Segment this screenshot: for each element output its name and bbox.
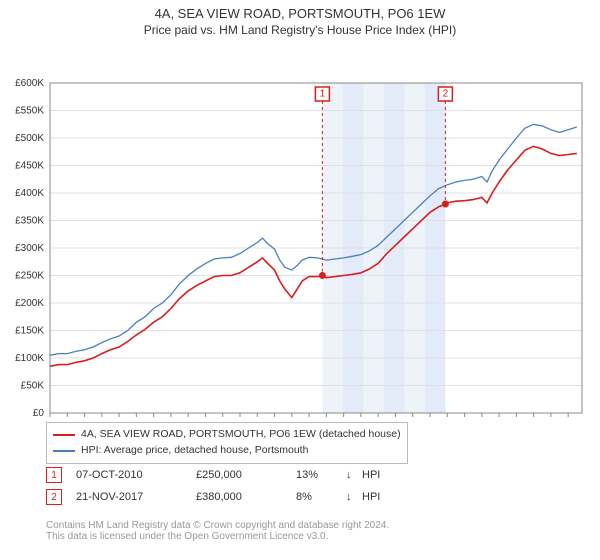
sale-point-2 — [442, 201, 449, 208]
svg-text:£600K: £600K — [15, 78, 44, 89]
line-chart: £0 £50K £100K £150K £200K £250K £300K £350K £400… — [0, 37, 600, 417]
arrow-down-icon: ↓ — [346, 491, 362, 503]
footer-line2: This data is licensed under the Open Gov… — [46, 531, 389, 542]
legend-item: HPI: Average price, detached house, Port… — [53, 443, 401, 459]
svg-text:£100K: £100K — [15, 353, 44, 364]
table-pct: 8% — [296, 491, 346, 503]
svg-text:£350K: £350K — [15, 216, 44, 227]
svg-text:£300K: £300K — [15, 243, 44, 254]
chart-title: 4A, SEA VIEW ROAD, PORTSMOUTH, PO6 1EW — [0, 0, 600, 21]
svg-text:£150K: £150K — [15, 326, 44, 337]
table-row: 1 07-OCT-2010£250,00013%↓HPI — [46, 464, 402, 486]
legend-label: HPI: Average price, detached house, Port… — [81, 443, 308, 459]
table-row: 2 21-NOV-2017£380,0008%↓HPI — [46, 486, 402, 508]
table-price: £380,000 — [196, 491, 296, 503]
legend: 4A, SEA VIEW ROAD, PORTSMOUTH, PO6 1EW (… — [46, 422, 408, 464]
table-date: 21-NOV-2017 — [76, 491, 196, 503]
svg-text:1: 1 — [320, 89, 326, 100]
chart-container: 4A, SEA VIEW ROAD, PORTSMOUTH, PO6 1EW P… — [0, 0, 600, 560]
table-hpi: HPI — [362, 491, 402, 503]
table-price: £250,000 — [196, 469, 296, 481]
svg-text:£200K: £200K — [15, 298, 44, 309]
svg-text:£0: £0 — [33, 408, 45, 417]
svg-text:£450K: £450K — [15, 161, 44, 172]
table-date: 07-OCT-2010 — [76, 469, 196, 481]
table-marker: 1 — [46, 467, 62, 483]
chart-subtitle: Price paid vs. HM Land Registry's House … — [0, 21, 600, 37]
svg-text:£250K: £250K — [15, 271, 44, 282]
table-marker: 2 — [46, 489, 62, 505]
svg-text:£50K: £50K — [21, 381, 45, 392]
legend-label: 4A, SEA VIEW ROAD, PORTSMOUTH, PO6 1EW (… — [81, 427, 401, 443]
svg-text:£550K: £550K — [15, 106, 44, 117]
series-hpi — [50, 124, 577, 355]
legend-swatch — [53, 434, 75, 436]
footer-attribution: Contains HM Land Registry data © Crown c… — [46, 520, 389, 542]
footer-line1: Contains HM Land Registry data © Crown c… — [46, 520, 389, 531]
legend-swatch — [53, 450, 75, 452]
svg-text:£500K: £500K — [15, 133, 44, 144]
legend-item: 4A, SEA VIEW ROAD, PORTSMOUTH, PO6 1EW (… — [53, 427, 401, 443]
svg-text:2: 2 — [443, 89, 449, 100]
table-hpi: HPI — [362, 469, 402, 481]
arrow-down-icon: ↓ — [346, 469, 362, 481]
sales-table: 1 07-OCT-2010£250,00013%↓HPI 2 21-NOV-2017£… — [46, 464, 402, 508]
svg-text:£400K: £400K — [15, 188, 44, 199]
table-pct: 13% — [296, 469, 346, 481]
series-price_paid — [50, 146, 577, 366]
sale-point-1 — [319, 272, 326, 279]
